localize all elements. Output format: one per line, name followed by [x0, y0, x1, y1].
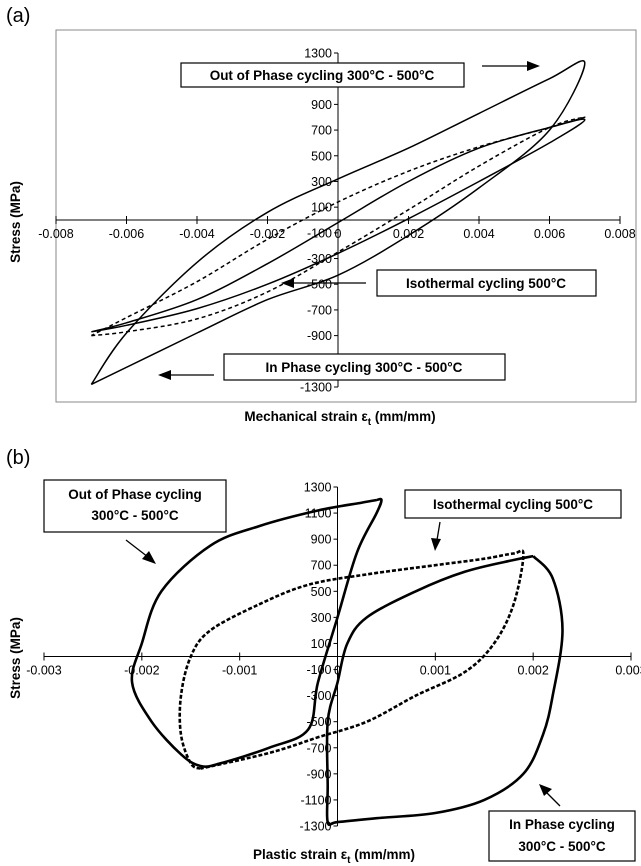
chart-b-y-tick-label: -1100 [300, 793, 331, 807]
chart-a-y-tick-label: 300 [311, 175, 332, 189]
chart-a-series-1-line [90, 60, 586, 386]
chart-b-arrowhead-in-phase [539, 784, 552, 796]
chart-b-y-axis-title: Stress (MPa) [8, 617, 23, 699]
chart-b-x-axis-title: Plastic strain εt (mm/mm) [253, 847, 415, 866]
chart-a-arrowhead-isothermal [281, 278, 294, 288]
chart-b-annotation-isothermal: Isothermal cycling 500°C [404, 489, 622, 551]
chart-a-y-axis-title: Stress (MPa) [8, 181, 23, 263]
chart-b-y-tick-label: -700 [306, 741, 331, 755]
chart-a-x-tick-label: 0.004 [463, 227, 494, 241]
chart-a-annotation-in-phase: In Phase cycling 300°C - 500°C [158, 353, 506, 381]
chart-a-annotation-out-of-phase: Out of Phase cycling 300°C - 500°C [180, 61, 540, 88]
chart-a-arrowhead-in-phase [158, 370, 171, 380]
chart-b-x-tick-label: 0.003 [615, 664, 641, 678]
svg-text:Isothermal cycling 500°C: Isothermal cycling 500°C [433, 497, 593, 512]
chart-b-y-tick-label: 1300 [304, 481, 332, 495]
svg-text:In Phase cycling 300°C - 500°: In Phase cycling 300°C - 500°C [266, 360, 463, 375]
chart-a-x-axis-title: Mechanical strain εt (mm/mm) [244, 409, 435, 428]
chart-b-y-tick-label: -1300 [300, 820, 332, 834]
svg-text:Out of Phase cycling: Out of Phase cycling [68, 487, 202, 502]
panel-a-label: (a) [6, 5, 30, 27]
chart-b-annotation-out-of-phase: Out of Phase cycling 300°C - 500°C [43, 479, 227, 564]
chart-a-series-2-line [91, 118, 586, 333]
svg-text:Out of Phase cycling 300°C -: Out of Phase cycling 300°C - 500°C [210, 68, 435, 83]
panel-b-label: (b) [6, 447, 30, 469]
svg-text:300°C - 500°C: 300°C - 500°C [91, 508, 179, 523]
chart-a-x-tick-label: -0.008 [38, 227, 73, 241]
chart-b-y-tick-label: -900 [306, 767, 331, 781]
chart-b-series-2-line [325, 554, 564, 827]
chart-a-x-tick-label: 0.006 [534, 227, 565, 241]
chart-b-y-tick-label: -100 [306, 663, 331, 677]
chart-a-y-tick-label: 700 [311, 124, 332, 138]
chart-b-arrowhead-isothermal [431, 538, 441, 551]
chart-a-y-tick-label: -700 [307, 303, 332, 317]
chart-b-x-tick-label: -0.003 [26, 664, 61, 678]
chart-a-x-tick-label: 0.008 [604, 227, 635, 241]
chart-b-y-tick-label: -300 [306, 689, 331, 703]
chart-a-arrowhead-out-of-phase [527, 61, 540, 71]
chart-b: (b) -0.003 -0.002 -0.001 0 0.001 0.002 0.003 -… [6, 447, 641, 866]
chart-b-series-3-line [178, 549, 525, 770]
chart-a-y-tick-label: -300 [307, 252, 332, 266]
chart-a: (a) -0.008 -0.006 -0.004 -0.002 0 0.002 0.004 0… [6, 5, 637, 428]
chart-a-x-tick-label: -0.006 [109, 227, 144, 241]
chart-b-x-tick-label: 0 [334, 664, 341, 678]
chart-a-y-tick-label: 500 [311, 149, 332, 163]
chart-b-y-tick-label: 500 [311, 585, 332, 599]
chart-b-y-tick-label: 300 [311, 611, 332, 625]
chart-a-x-tick-label: 0 [335, 227, 342, 241]
chart-a-y-tick-label: -500 [307, 278, 332, 292]
chart-b-y-tick-label: 100 [311, 637, 332, 651]
chart-b-arrowhead-out-of-phase [142, 551, 156, 564]
chart-a-y-tick-label: -900 [307, 329, 332, 343]
svg-text:300°C - 500°C: 300°C - 500°C [518, 839, 606, 854]
chart-b-arrow-out-of-phase [125, 539, 149, 558]
chart-a-y-tick-label: 100 [311, 201, 332, 215]
chart-a-y-tick-label: 900 [311, 98, 332, 112]
chart-a-annotation-isothermal: Isothermal cycling 500°C [281, 269, 597, 297]
chart-a-x-tick-label: -0.002 [250, 227, 285, 241]
svg-text:In Phase cycling: In Phase cycling [509, 817, 615, 832]
chart-a-x-ticks: -0.008 -0.006 -0.004 -0.002 0 0.002 0.004 0.006… [38, 216, 636, 241]
chart-b-series-1-line [130, 497, 383, 768]
chart-b-y-ticks: -1300-1100-900-700-500-300-1001003005007… [300, 481, 338, 834]
chart-b-arrow-isothermal [436, 521, 441, 541]
chart-b-annotation-in-phase: In Phase cycling 300°C - 500°C [488, 784, 636, 862]
chart-a-series [90, 60, 586, 386]
chart-a-y-tick-label: -1300 [300, 381, 332, 395]
chart-a-x-tick-label: -0.004 [179, 227, 214, 241]
chart-b-y-tick-label: 700 [311, 559, 332, 573]
chart-b-x-tick-label: 0.002 [518, 664, 549, 678]
chart-a-series-3-line [90, 116, 586, 337]
chart-b-x-tick-label: 0.001 [420, 664, 451, 678]
svg-text:Isothermal cycling 500°C: Isothermal cycling 500°C [406, 276, 566, 291]
chart-b-x-tick-label: -0.001 [222, 664, 257, 678]
chart-a-y-tick-label: 1300 [304, 47, 332, 61]
chart-b-y-tick-label: 900 [311, 533, 332, 547]
chart-b-arrow-in-phase [545, 791, 561, 807]
chart-b-series [130, 497, 564, 827]
chart-b-x-tick-label: -0.002 [124, 664, 159, 678]
